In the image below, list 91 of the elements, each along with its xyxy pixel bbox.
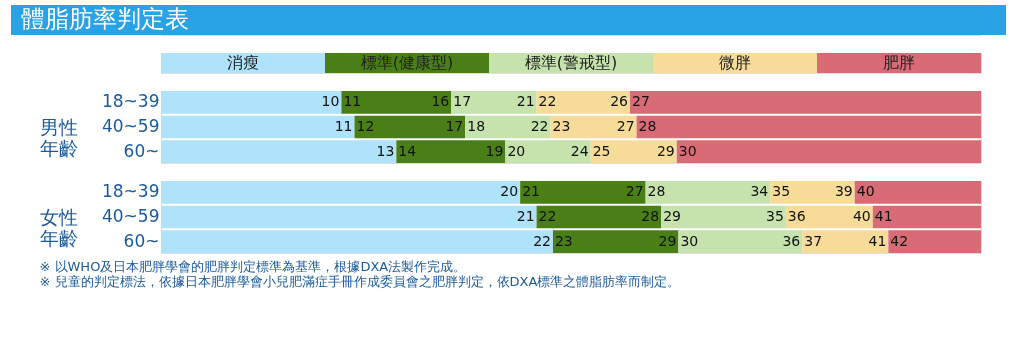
bar <box>636 115 981 139</box>
annotation: 34 <box>750 183 769 200</box>
bar <box>676 140 981 163</box>
annotation: 22 <box>533 232 551 249</box>
text: ※ 以WHO及日本肥胖學會的肥胖判定標準為基準，根據DXA法製作完成。 <box>39 259 467 274</box>
bar <box>872 205 981 229</box>
annotation: 35 <box>772 183 791 200</box>
bar <box>161 205 537 229</box>
annotation: 11 <box>343 93 362 110</box>
bar <box>661 205 786 229</box>
annotation: 23 <box>554 232 573 249</box>
annotation: 30 <box>678 142 697 159</box>
annotation: 30 <box>680 232 699 249</box>
bar <box>802 230 889 253</box>
bar <box>888 230 981 253</box>
bar <box>505 140 591 163</box>
y-axis-title: 男性年齡 <box>39 115 78 159</box>
annotation: 25 <box>592 142 611 159</box>
bar <box>536 91 631 114</box>
text: ※ 兒童的判定標法，依據日本肥胖學會小兒肥滿症手冊作成委員會之肥胖判定，依DXA標準之體脂肪率而制定。 <box>39 274 681 289</box>
annotation: 41 <box>874 208 893 224</box>
annotation: 27 <box>632 93 650 110</box>
annotation: 28 <box>638 118 657 134</box>
series-label: 標準(警戒型) <box>524 53 618 72</box>
annotation: 17 <box>453 93 472 110</box>
annotation: 35 <box>766 208 784 224</box>
chart-title: 體脂肪率判定表 <box>21 5 189 33</box>
bar <box>645 181 771 204</box>
annotation: 29 <box>658 232 677 249</box>
annotation: 19 <box>485 142 504 159</box>
annotation: 12 <box>356 118 375 134</box>
annotation: 39 <box>834 183 853 200</box>
annotation: 16 <box>431 93 450 110</box>
annotation: 21 <box>522 183 540 200</box>
annotation: 29 <box>656 142 675 159</box>
annotation: 26 <box>610 93 629 110</box>
bar <box>161 140 397 163</box>
series-label: 肥胖 <box>883 53 915 72</box>
annotation: 27 <box>616 118 635 134</box>
annotation: 37 <box>804 232 823 249</box>
annotation: 20 <box>507 142 526 159</box>
annotation: 27 <box>625 183 644 200</box>
bar <box>341 91 452 114</box>
annotation: 23 <box>552 118 571 134</box>
annotation: 28 <box>641 208 660 224</box>
bar <box>770 181 855 204</box>
bar <box>630 91 981 114</box>
series-label: 標準(健康型) <box>360 53 454 72</box>
bar <box>854 181 981 204</box>
bar <box>678 230 803 253</box>
annotation: 42 <box>890 232 909 249</box>
y-tick-label: 40~59 <box>101 116 160 136</box>
bar <box>536 205 662 229</box>
bar <box>161 91 342 114</box>
annotation: 40 <box>852 208 871 224</box>
annotation: 28 <box>647 183 666 200</box>
bar <box>354 115 466 139</box>
y-axis-title: 女性年齡 <box>39 205 78 249</box>
bar <box>451 91 537 114</box>
annotation: 29 <box>663 208 682 224</box>
y-tick-label: 40~59 <box>101 206 160 226</box>
annotation: 24 <box>570 142 589 159</box>
bar <box>552 230 679 253</box>
annotation: 20 <box>500 183 519 200</box>
annotation: 22 <box>538 93 557 110</box>
bar <box>161 230 553 253</box>
bar <box>520 181 646 204</box>
annotation: 17 <box>445 118 464 134</box>
text: 微胖 <box>719 53 751 72</box>
annotation: 36 <box>782 232 801 249</box>
annotation: 22 <box>538 208 557 224</box>
annotation: 22 <box>530 118 549 134</box>
bar <box>161 181 521 204</box>
annotation: 36 <box>787 208 806 224</box>
y-tick-label: 18~39 <box>101 181 160 202</box>
bar <box>161 115 355 139</box>
bar <box>590 140 677 163</box>
annotation: 18 <box>467 118 486 134</box>
series-label: 消瘦 <box>227 53 259 72</box>
annotation: 21 <box>516 208 535 224</box>
y-tick-label: 60~ <box>123 140 160 161</box>
bar <box>396 140 506 163</box>
annotation: 13 <box>376 142 395 159</box>
annotation: 40 <box>856 183 875 200</box>
annotation: 11 <box>334 118 353 134</box>
annotation: 10 <box>321 93 340 110</box>
annotation: 21 <box>516 93 535 110</box>
y-tick-label: 60~ <box>123 230 160 251</box>
y-tick-label: 18~39 <box>101 91 160 112</box>
annotation: 14 <box>398 142 417 159</box>
annotation: 41 <box>868 232 887 249</box>
